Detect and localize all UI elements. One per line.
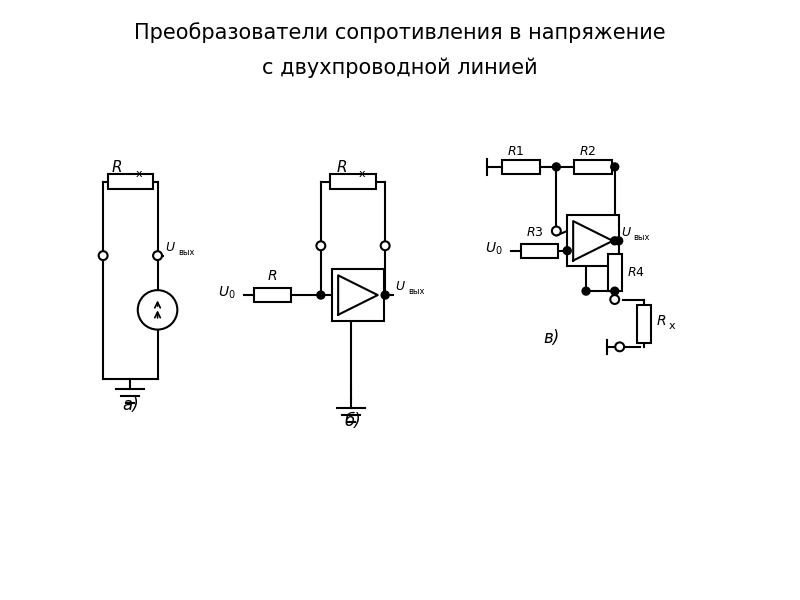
Bar xyxy=(330,174,376,189)
Text: вых: вых xyxy=(178,248,195,257)
Text: $U$: $U$ xyxy=(395,280,406,293)
Circle shape xyxy=(317,291,325,299)
Bar xyxy=(107,174,153,189)
Text: а): а) xyxy=(122,397,138,415)
Circle shape xyxy=(610,287,618,295)
Bar xyxy=(502,160,539,174)
Circle shape xyxy=(582,287,590,295)
Circle shape xyxy=(610,163,618,171)
Circle shape xyxy=(552,163,560,171)
Text: x: x xyxy=(359,169,366,179)
Circle shape xyxy=(615,343,624,351)
Text: вых: вых xyxy=(408,287,425,296)
Circle shape xyxy=(98,251,107,260)
Circle shape xyxy=(552,227,561,235)
Text: $R1$: $R1$ xyxy=(507,145,525,158)
Text: $R$: $R$ xyxy=(267,269,278,283)
Text: с двухпроводной линией: с двухпроводной линией xyxy=(262,58,538,78)
Text: $U$: $U$ xyxy=(166,241,176,254)
Text: $R4$: $R4$ xyxy=(626,266,645,279)
Text: $U_0$: $U_0$ xyxy=(486,241,503,257)
Bar xyxy=(574,160,612,174)
Bar xyxy=(638,305,651,343)
Text: $R$: $R$ xyxy=(335,159,346,175)
Text: $U_0$: $U_0$ xyxy=(218,285,236,301)
Circle shape xyxy=(610,237,618,245)
Bar xyxy=(608,254,622,291)
Text: $R3$: $R3$ xyxy=(526,226,543,239)
Bar xyxy=(521,244,558,257)
Text: $U$: $U$ xyxy=(621,226,631,239)
Bar xyxy=(254,288,291,302)
Text: $R$: $R$ xyxy=(656,314,666,328)
Circle shape xyxy=(614,237,622,245)
Text: б): б) xyxy=(345,412,362,430)
Text: $R$: $R$ xyxy=(111,159,122,175)
Text: x: x xyxy=(135,169,142,179)
Circle shape xyxy=(381,291,389,299)
Circle shape xyxy=(610,295,619,304)
Circle shape xyxy=(316,241,326,250)
Circle shape xyxy=(153,251,162,260)
Text: $R2$: $R2$ xyxy=(579,145,597,158)
Bar xyxy=(332,269,384,321)
Bar xyxy=(567,215,618,266)
Text: x: x xyxy=(668,321,675,331)
Text: вых: вых xyxy=(634,233,650,242)
Circle shape xyxy=(563,247,571,254)
Circle shape xyxy=(138,290,178,329)
Circle shape xyxy=(381,241,390,250)
Text: в): в) xyxy=(543,329,560,347)
Text: Преобразователи сопротивления в напряжение: Преобразователи сопротивления в напряжен… xyxy=(134,22,666,43)
